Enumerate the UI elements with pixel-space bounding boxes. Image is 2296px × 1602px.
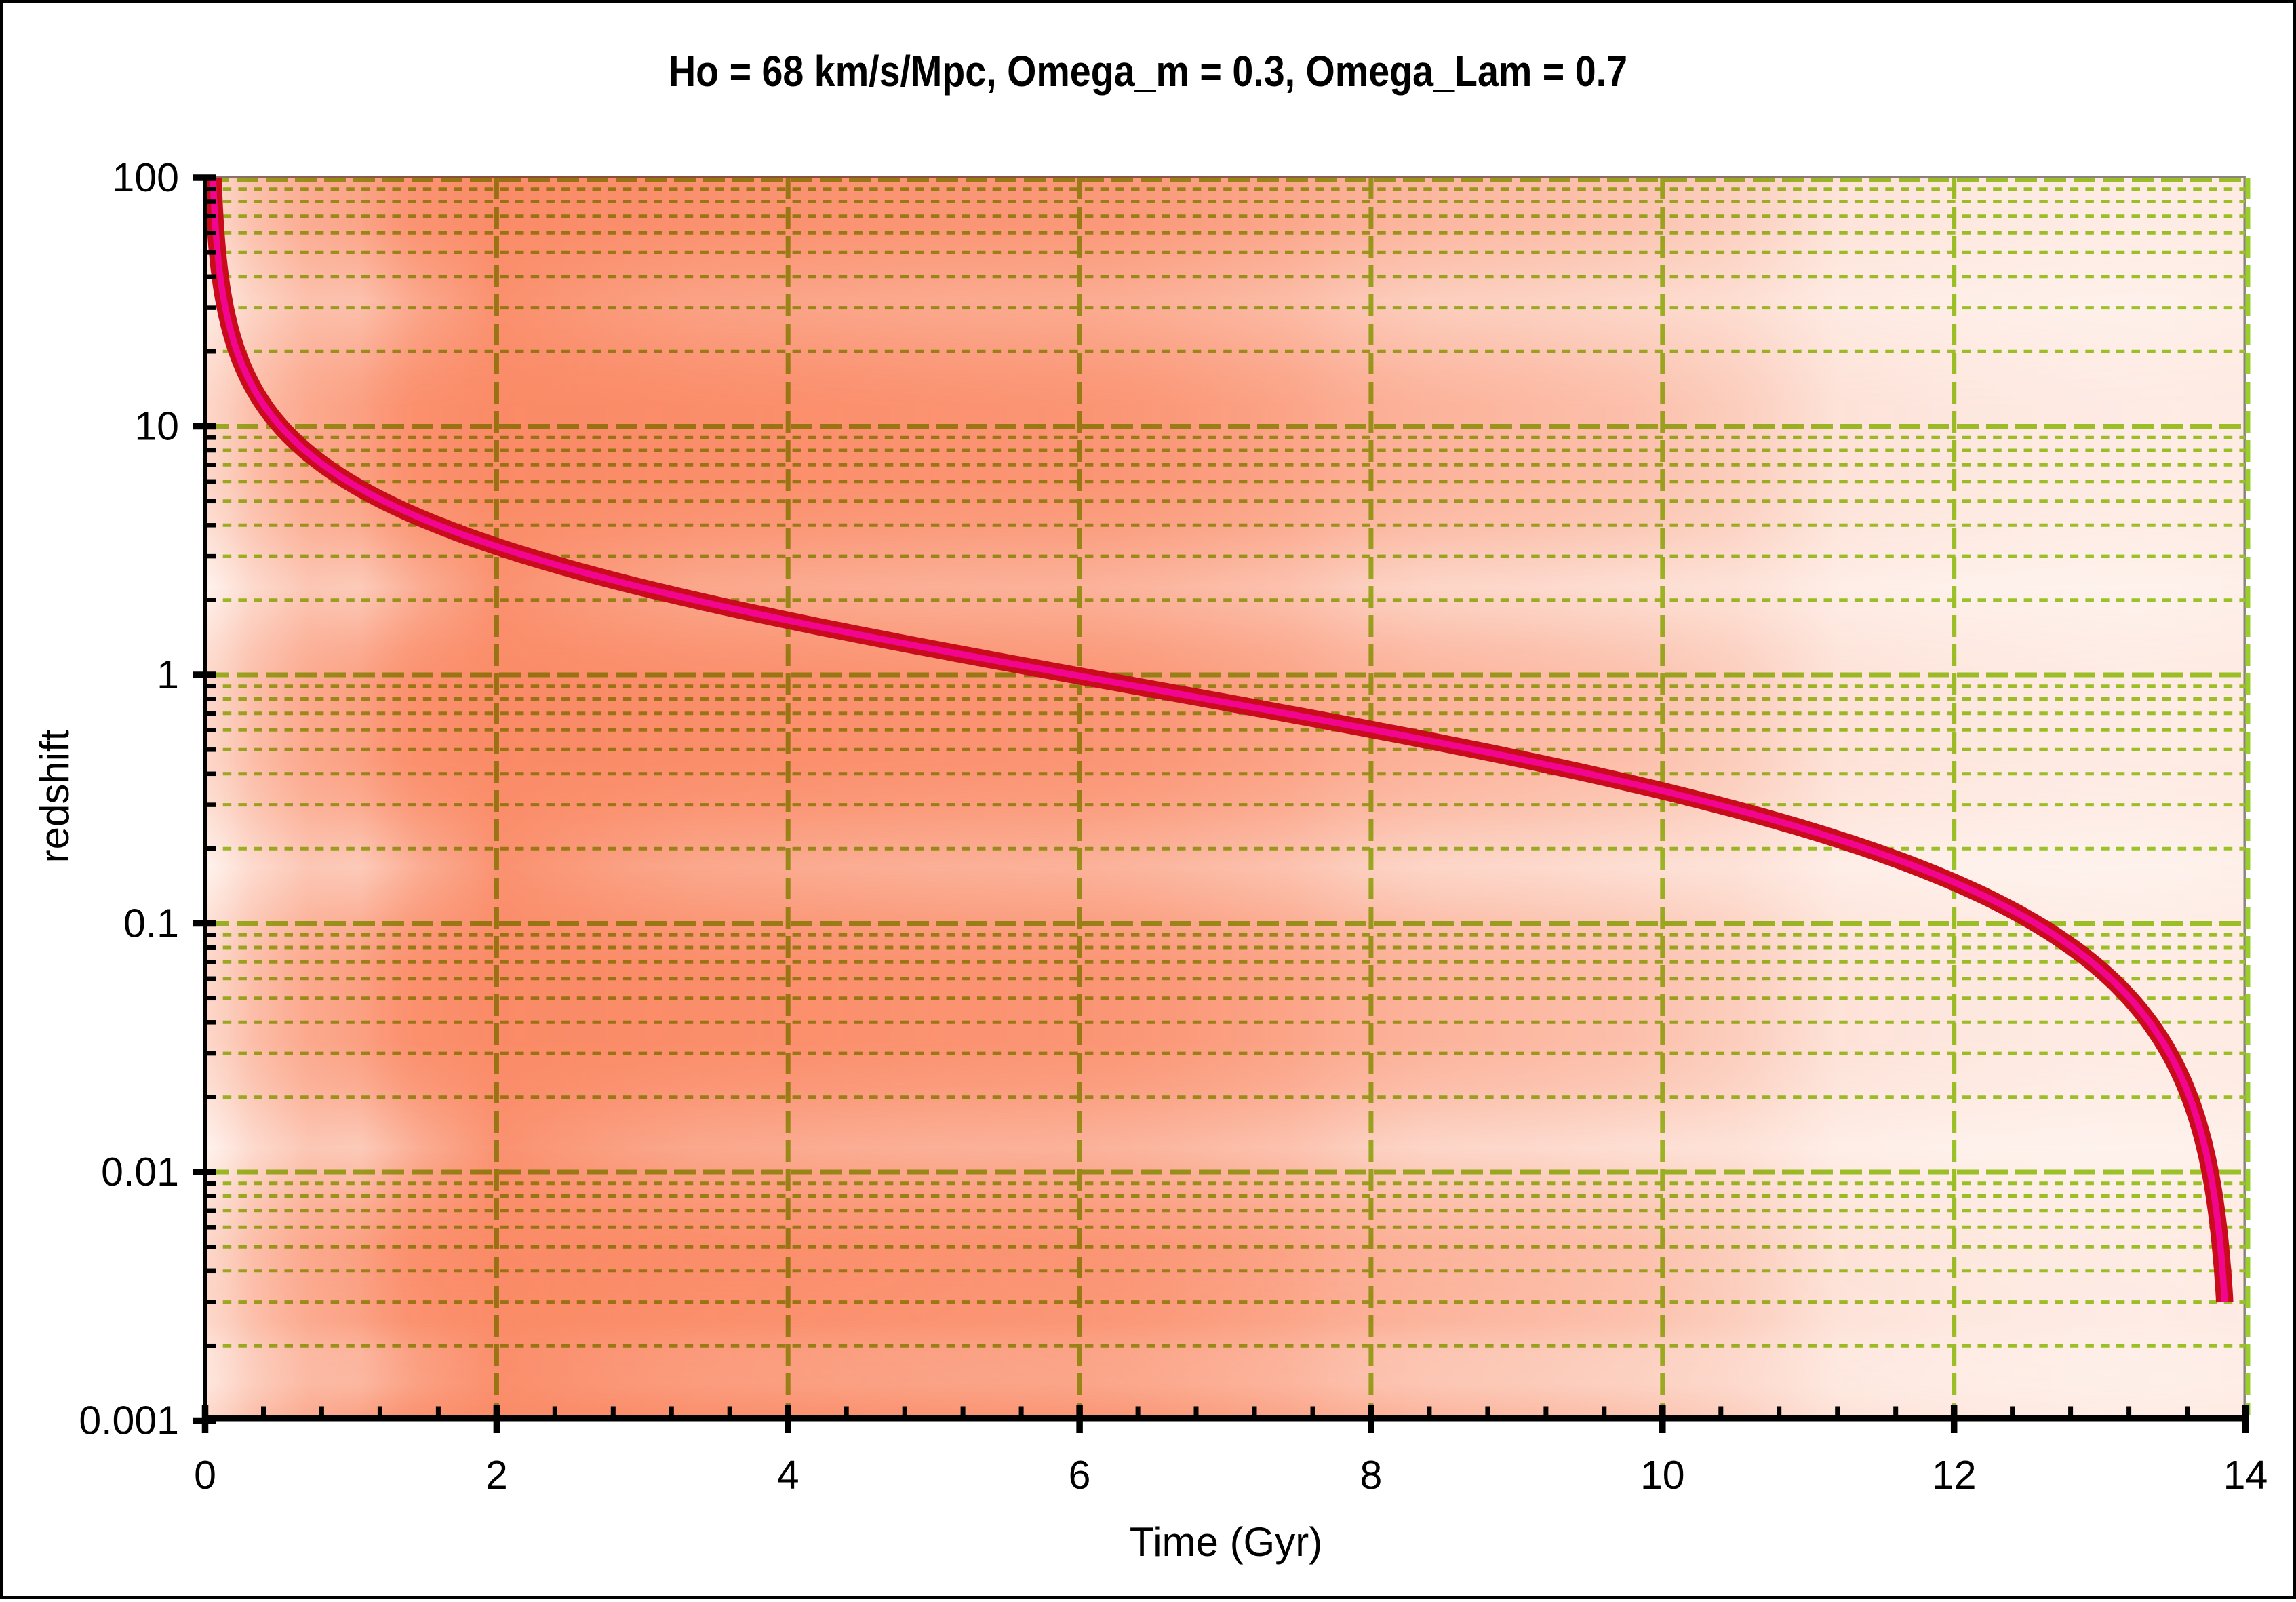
svg-text:10: 10 <box>134 404 179 449</box>
svg-text:6: 6 <box>1069 1453 1091 1498</box>
svg-text:0.1: 0.1 <box>123 901 179 946</box>
svg-text:100: 100 <box>113 155 179 200</box>
svg-text:4: 4 <box>777 1453 799 1498</box>
svg-text:10: 10 <box>1640 1453 1685 1498</box>
svg-text:2: 2 <box>486 1453 508 1498</box>
svg-text:Ho = 68 km/s/Mpc, Omega_m = 0.: Ho = 68 km/s/Mpc, Omega_m = 0.3, Omega_L… <box>669 47 1627 96</box>
svg-text:8: 8 <box>1360 1453 1382 1498</box>
svg-text:redshift: redshift <box>32 729 77 863</box>
svg-text:1: 1 <box>157 652 179 697</box>
svg-text:Time (Gyr): Time (Gyr) <box>1130 1519 1322 1565</box>
svg-text:0.01: 0.01 <box>101 1150 179 1194</box>
svg-text:0: 0 <box>194 1453 216 1498</box>
svg-text:12: 12 <box>1932 1453 1977 1498</box>
svg-text:14: 14 <box>2223 1453 2268 1498</box>
svg-text:0.001: 0.001 <box>79 1399 179 1443</box>
